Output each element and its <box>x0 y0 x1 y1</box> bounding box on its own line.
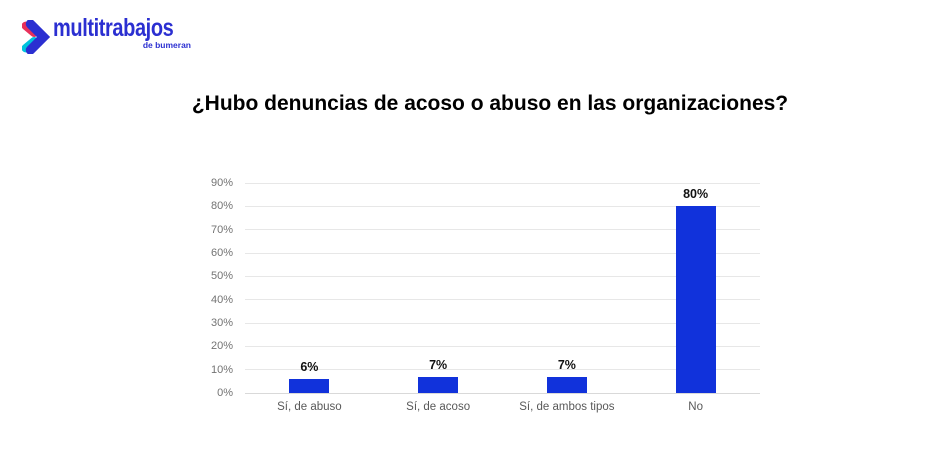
y-axis-tick-label: 50% <box>210 270 233 283</box>
brand-name: multitrabajos <box>53 14 174 42</box>
y-axis-tick-label: 40% <box>210 293 233 306</box>
y-axis-tick-label: 20% <box>210 340 233 353</box>
plot-area: 0% 10% 20% 30% 40% 50% 60% 70% 80% 90% 6% Sí, de ab… <box>211 177 760 413</box>
chevron-blue-stroke <box>25 20 50 54</box>
y-axis-tick-label: 10% <box>210 363 233 376</box>
x-axis-category-label: No <box>688 401 703 413</box>
bar <box>675 206 716 393</box>
brand-tagline: de bumeran <box>142 39 191 50</box>
y-axis-tick-label: 70% <box>210 223 233 236</box>
x-axis-category-label: Sí, de acoso <box>406 401 471 413</box>
gridline <box>245 345 760 347</box>
gridline <box>245 275 760 277</box>
x-axis-baseline <box>245 392 760 394</box>
bar-value-label: 7% <box>557 357 576 372</box>
gridline <box>245 369 760 371</box>
bar <box>418 376 459 393</box>
brand-logo: multitrabajos de bumeran <box>22 14 193 54</box>
bar-value-label: 6% <box>300 360 319 374</box>
x-axis-category-label: Sí, de abuso <box>277 401 342 413</box>
gridline <box>245 322 760 324</box>
gridline <box>245 205 760 207</box>
boomerang-chevron-icon <box>22 20 50 54</box>
bar <box>289 379 330 393</box>
y-axis-tick-label: 30% <box>210 317 233 329</box>
y-axis-tick-label: 60% <box>210 247 233 259</box>
chart-title: ¿Hubo denuncias de acoso o abuso en las … <box>191 92 789 115</box>
y-axis-tick-label: 80% <box>210 200 233 213</box>
x-axis-category-label: Sí, de ambos tipos <box>519 401 615 413</box>
bar <box>546 376 587 393</box>
bar-value-label: 80% <box>683 187 709 202</box>
y-axis-tick-label: 0% <box>217 387 233 399</box>
logo-text: multitrabajos de bumeran <box>53 14 193 50</box>
gridline <box>245 229 760 231</box>
gridline <box>245 252 760 254</box>
bar-chart: 0% 10% 20% 30% 40% 50% 60% 70% 80% 90% 6% Sí, de ab… <box>190 176 762 426</box>
y-axis-tick-label: 90% <box>210 177 233 189</box>
bar-value-label: 7% <box>429 357 448 372</box>
gridline <box>245 299 760 301</box>
gridline <box>245 182 760 184</box>
